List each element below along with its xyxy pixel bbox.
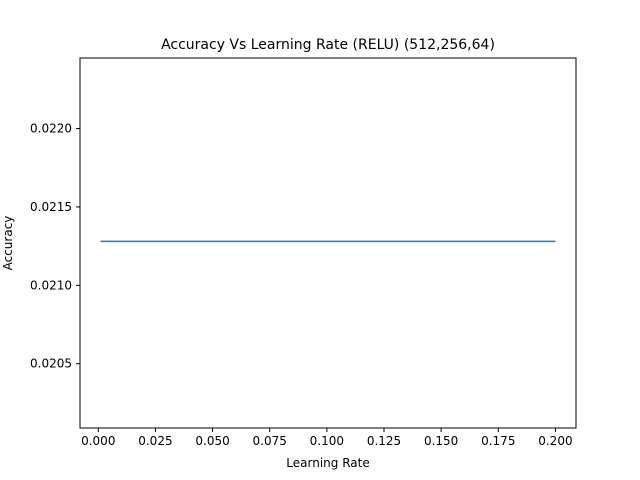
y-tick-label: 0.0210 [30, 278, 72, 292]
axes-frame [79, 57, 577, 429]
x-tick-label: 0.075 [253, 434, 287, 448]
plot-area [79, 57, 577, 429]
x-tick-label: 0.175 [481, 434, 515, 448]
x-tick-label: 0.100 [310, 434, 344, 448]
x-tick-label: 0.125 [367, 434, 401, 448]
y-tick-label: 0.0215 [30, 200, 72, 214]
x-tick-label: 0.150 [424, 434, 458, 448]
x-tick-label: 0.000 [81, 434, 115, 448]
x-axis: 0.000 0.025 0.050 0.075 0.100 0.125 0.150 0.175… [81, 428, 573, 448]
y-axis: 0.0205 0.0210 0.0215 0.0220 [30, 122, 80, 371]
x-tick-label: 0.200 [538, 434, 572, 448]
y-tick-label: 0.0205 [30, 357, 72, 371]
y-tick-label: 0.0220 [30, 122, 72, 136]
x-tick-label: 0.050 [195, 434, 229, 448]
x-tick-label: 0.025 [138, 434, 172, 448]
chart-title: Accuracy Vs Learning Rate (RELU) (512,25… [161, 37, 495, 53]
x-axis-label: Learning Rate [286, 456, 369, 470]
y-axis-label: Accuracy [1, 216, 15, 271]
